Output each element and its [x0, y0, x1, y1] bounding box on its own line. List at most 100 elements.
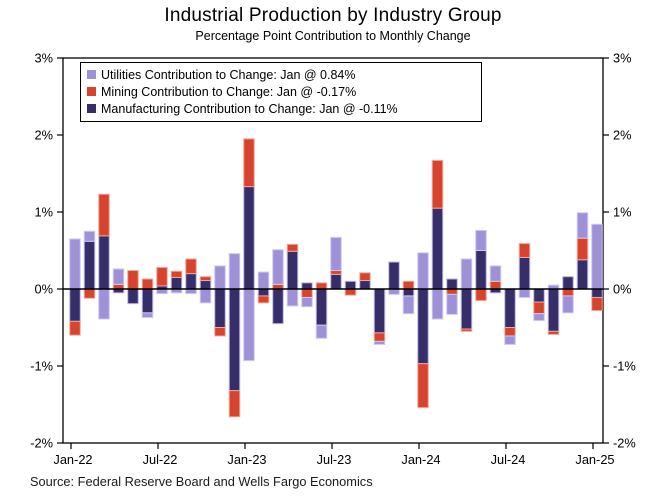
bar-segment-utilities: [431, 288, 444, 320]
bar-segment-manufacturing: [547, 288, 560, 332]
bar-segment-mining: [547, 330, 560, 335]
bar-segment-mining: [214, 327, 226, 337]
plot-frame: [62, 57, 604, 444]
y-axis-label-left: 2%: [35, 128, 54, 143]
bar-segment-mining: [228, 390, 241, 418]
bar-segment-manufacturing: [83, 240, 96, 290]
bar-segment-mining: [460, 328, 473, 332]
y-axis-label-left: 0%: [35, 282, 54, 297]
bar-segment-utilities: [301, 296, 313, 308]
bar-segment-mining: [591, 296, 603, 312]
mining-swatch-icon: [87, 87, 96, 96]
bar-segment-utilities: [286, 288, 299, 307]
bar-segment-mining: [199, 276, 212, 282]
bar-segment-utilities: [504, 335, 516, 345]
bar-segment-mining: [402, 280, 415, 290]
source-note: Source: Federal Reserve Board and Wells …: [30, 474, 373, 489]
bar-segment-utilities: [69, 238, 81, 290]
bar-segment-manufacturing: [591, 288, 603, 298]
bar-segment-utilities: [257, 271, 270, 290]
bar-segment-mining: [533, 301, 545, 315]
chart-legend: Utilities Contribution to Change: Jan @ …: [80, 62, 482, 122]
y-axis-label-right: 1%: [613, 205, 632, 220]
bar-segment-manufacturing: [228, 288, 241, 392]
bar-segment-mining: [156, 266, 168, 287]
y-axis-label-right: 3%: [613, 51, 632, 66]
y-axis-label-right: -1%: [613, 359, 636, 374]
bar-segment-mining: [330, 270, 342, 275]
bar-segment-manufacturing: [533, 288, 545, 303]
bar-segment-manufacturing: [98, 235, 110, 290]
bar-segment-manufacturing: [141, 288, 154, 314]
bar-segment-mining: [141, 278, 154, 290]
bar-segment-mining: [185, 258, 197, 275]
utilities-swatch-icon: [87, 70, 96, 79]
bar-segment-mining: [359, 272, 371, 282]
x-axis-label: Jan-22: [53, 452, 92, 467]
bar-segment-mining: [417, 363, 429, 409]
bar-segment-utilities: [533, 313, 545, 322]
bar-segment-manufacturing: [576, 259, 589, 290]
y-axis-label-right: 2%: [613, 128, 632, 143]
legend-item-mining: Mining Contribution to Change: Jan @ -0.…: [87, 83, 475, 100]
bar-segment-utilities: [460, 258, 473, 290]
bar-segment-manufacturing: [214, 288, 226, 328]
bar-segment-utilities: [388, 288, 400, 295]
bar-segment-utilities: [141, 312, 154, 318]
bar-segment-utilities: [112, 268, 125, 285]
manufacturing-swatch-icon: [87, 104, 96, 113]
bar-segment-manufacturing: [388, 261, 400, 290]
bar-segment-manufacturing: [69, 288, 81, 322]
x-axis-label: Jul-24: [491, 452, 526, 467]
bar-segment-mining: [301, 288, 313, 298]
y-axis-label-left: -1%: [30, 359, 53, 374]
bar-segment-utilities: [199, 288, 212, 304]
bar-segment-mining: [127, 270, 139, 290]
y-axis-label-left: -2%: [30, 436, 53, 451]
bar-segment-manufacturing: [286, 250, 299, 290]
legend-label-mining: Mining Contribution to Change: Jan @ -0.…: [101, 84, 357, 99]
x-axis-label: Jan-25: [575, 452, 614, 467]
bar-segment-utilities: [214, 265, 226, 290]
bar-segment-manufacturing: [504, 288, 516, 328]
legend-label-manufacturing: Manufacturing Contribution to Change: Ja…: [101, 101, 398, 116]
bar-segment-utilities: [83, 230, 96, 242]
bar-segment-manufacturing: [257, 288, 270, 297]
bar-segment-manufacturing: [330, 273, 342, 290]
bar-segment-utilities: [315, 324, 328, 339]
bar-segment-manufacturing: [344, 280, 357, 290]
bar-segment-mining: [69, 320, 81, 336]
bar-segment-manufacturing: [431, 207, 444, 290]
bar-segment-mining: [170, 270, 183, 278]
bar-segment-manufacturing: [272, 288, 284, 325]
bar-segment-utilities: [591, 223, 603, 290]
bar-segment-mining: [576, 237, 589, 261]
bar-segment-manufacturing: [402, 288, 415, 297]
bar-segment-mining: [562, 288, 574, 297]
y-axis-label-right: 0%: [613, 282, 632, 297]
bar-segment-utilities: [518, 288, 531, 298]
bar-segment-utilities: [98, 288, 110, 320]
y-axis-label-right: -2%: [613, 436, 636, 451]
x-axis-label: Jan-23: [227, 452, 266, 467]
bar-segment-manufacturing: [243, 186, 255, 290]
bar-segment-mining: [83, 288, 96, 299]
bar-segment-utilities: [243, 288, 255, 362]
bar-segment-utilities: [475, 229, 487, 251]
bar-segment-utilities: [489, 265, 502, 282]
bar-segment-mining: [286, 243, 299, 252]
bar-segment-mining: [98, 193, 110, 237]
bar-segment-manufacturing: [475, 250, 487, 290]
bar-segment-utilities: [373, 340, 386, 345]
bar-segment-utilities: [402, 295, 415, 315]
bar-segment-manufacturing: [562, 276, 574, 290]
y-axis-label-left: 3%: [35, 51, 54, 66]
chart-subtitle: Percentage Point Contribution to Monthly…: [195, 29, 471, 43]
bar-segment-manufacturing: [417, 288, 429, 365]
bar-segment-mining: [475, 288, 487, 302]
bar-segment-utilities: [272, 249, 284, 285]
bar-segment-manufacturing: [170, 276, 183, 290]
bar-segment-manufacturing: [185, 273, 197, 290]
